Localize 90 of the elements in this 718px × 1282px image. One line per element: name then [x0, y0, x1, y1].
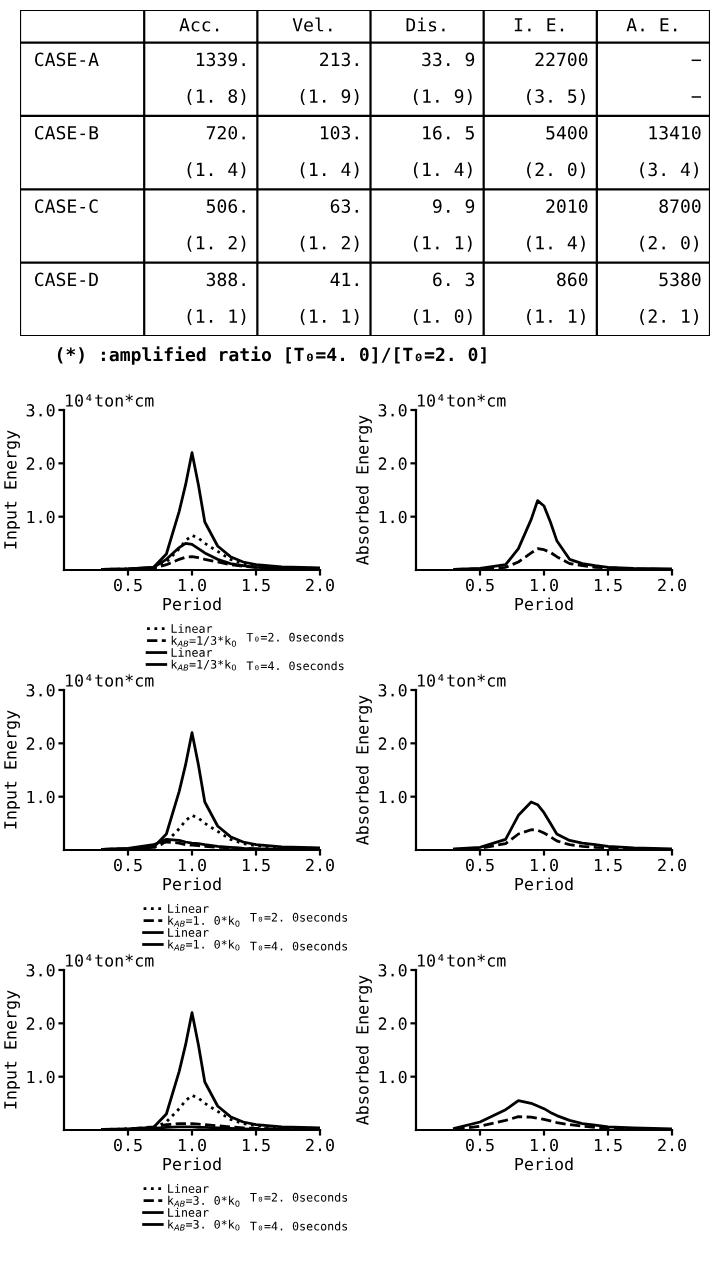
category-label: I. E.	[514, 18, 564, 32]
text: 63. (1. 2)	[300, 199, 359, 252]
text: 2010 (1. 4)	[527, 199, 588, 252]
y-axis-title: Input Energy	[4, 710, 21, 829]
category-label: Vel.	[292, 17, 332, 32]
y-tick-label: 2.0	[378, 457, 407, 470]
x-axis-title: Period	[163, 1157, 221, 1171]
y-tick-label: 3.0	[26, 404, 55, 417]
x-tick-label: 1.5	[242, 578, 270, 592]
chart-title: 10⁴ton*cm	[66, 394, 154, 407]
y-tick-label: 3.0	[26, 684, 55, 697]
text: − −	[691, 59, 701, 98]
text: 213. (1. 9)	[300, 52, 359, 106]
x-tick-label: 1.5	[594, 578, 622, 592]
y-tick-label: 2.0	[26, 1017, 55, 1030]
category-label: CASE-A	[35, 52, 99, 67]
y-tick-label: 2.0	[26, 457, 55, 470]
x-tick-label: 1.5	[594, 1138, 622, 1152]
x-axis-title: Period	[515, 597, 573, 611]
text: 22700 (3. 5)	[527, 52, 588, 106]
text: 9. 9 (1. 1)	[413, 199, 475, 252]
x-tick-label: 1.0	[530, 1138, 558, 1152]
x-tick-label: 2.0	[658, 858, 686, 872]
x-axis-title: Period	[515, 877, 573, 891]
x-tick-label: 1.5	[242, 1138, 270, 1152]
x-tick-label: 1.5	[594, 858, 622, 872]
x-tick-label: 1.0	[530, 578, 558, 592]
text: 720. (1. 4)	[187, 125, 246, 179]
x-tick-label: 2.0	[306, 1138, 334, 1152]
category-label: CASE-C	[35, 199, 98, 213]
text: 103. (1. 4)	[300, 125, 359, 179]
x-tick-label: 2.0	[658, 1138, 686, 1152]
x-tick-label: 1.0	[178, 578, 206, 592]
text: 8700 (2. 0)	[640, 199, 701, 252]
y-axis-title: Absorbed Energy	[355, 975, 373, 1125]
y-tick-label: 1.0	[27, 510, 55, 524]
y-tick-label: 2.0	[378, 1017, 407, 1030]
y-axis-title: Input Energy	[4, 990, 21, 1109]
text: 5400 (2. 0)	[527, 125, 588, 179]
x-tick-label: 0.5	[114, 578, 142, 592]
x-tick-label: 1.0	[178, 1138, 206, 1152]
x-tick-label: 2.0	[306, 858, 334, 872]
y-tick-label: 3.0	[378, 404, 407, 417]
text: 6. 3 (1. 0)	[413, 272, 475, 326]
y-tick-label: 1.0	[379, 1070, 407, 1084]
text: 388. (1. 1)	[187, 272, 246, 326]
y-tick-label: 2.0	[378, 737, 407, 750]
x-tick-label: 1.0	[178, 858, 206, 872]
y-tick-label: 1.0	[379, 790, 407, 804]
y-tick-label: 1.0	[27, 1070, 55, 1084]
x-tick-label: 0.5	[114, 1138, 142, 1152]
text: (*) :amplified ratio [T₀=4. 0]/[T₀=2. 0]	[57, 346, 486, 365]
y-axis-title: Input Energy	[4, 430, 21, 549]
x-tick-label: 0.5	[466, 858, 494, 872]
x-tick-label: 1.0	[530, 858, 558, 872]
x-tick-label: 2.0	[306, 578, 334, 592]
category-label: Dis.	[406, 17, 445, 32]
chart-title: 10⁴ton*cm	[66, 954, 154, 967]
text: 5380 (2. 1)	[640, 272, 701, 326]
text: 506. (1. 2)	[187, 199, 246, 252]
category-label: CASE-B	[35, 125, 99, 140]
y-axis-title: Absorbed Energy	[355, 415, 373, 565]
category-label: Acc.	[179, 18, 219, 32]
chart-title: 10⁴ton*cm	[418, 954, 506, 967]
y-tick-label: 1.0	[379, 510, 407, 524]
y-tick-label: 3.0	[26, 964, 55, 977]
text: 1339. (1. 8)	[187, 52, 246, 106]
x-tick-label: 2.0	[658, 578, 686, 592]
category-label: A. E.	[626, 18, 677, 32]
text: 16. 5 (1. 4)	[413, 125, 474, 179]
x-axis-title: Period	[163, 597, 221, 611]
text: 41. (1. 1)	[300, 272, 359, 326]
category-label: CASE-D	[35, 272, 98, 287]
x-tick-label: 1.5	[242, 858, 270, 872]
text: 13410 (3. 4)	[640, 125, 701, 179]
x-tick-label: 0.5	[466, 1138, 494, 1152]
text: 33. 9 (1. 9)	[413, 52, 475, 106]
y-axis-title: Absorbed Energy	[355, 695, 373, 845]
x-tick-label: 0.5	[114, 858, 142, 872]
y-tick-label: 2.0	[26, 737, 55, 750]
x-axis-title: Period	[515, 1157, 573, 1171]
chart-title: 10⁴ton*cm	[418, 394, 506, 407]
chart-title: 10⁴ton*cm	[66, 674, 154, 687]
x-tick-label: 0.5	[466, 578, 494, 592]
text: 860 (1. 1)	[527, 272, 588, 326]
y-tick-label: 3.0	[378, 684, 407, 697]
chart-title: 10⁴ton*cm	[418, 674, 506, 687]
x-axis-title: Period	[163, 877, 221, 891]
y-tick-label: 1.0	[27, 790, 55, 804]
y-tick-label: 3.0	[378, 964, 407, 977]
